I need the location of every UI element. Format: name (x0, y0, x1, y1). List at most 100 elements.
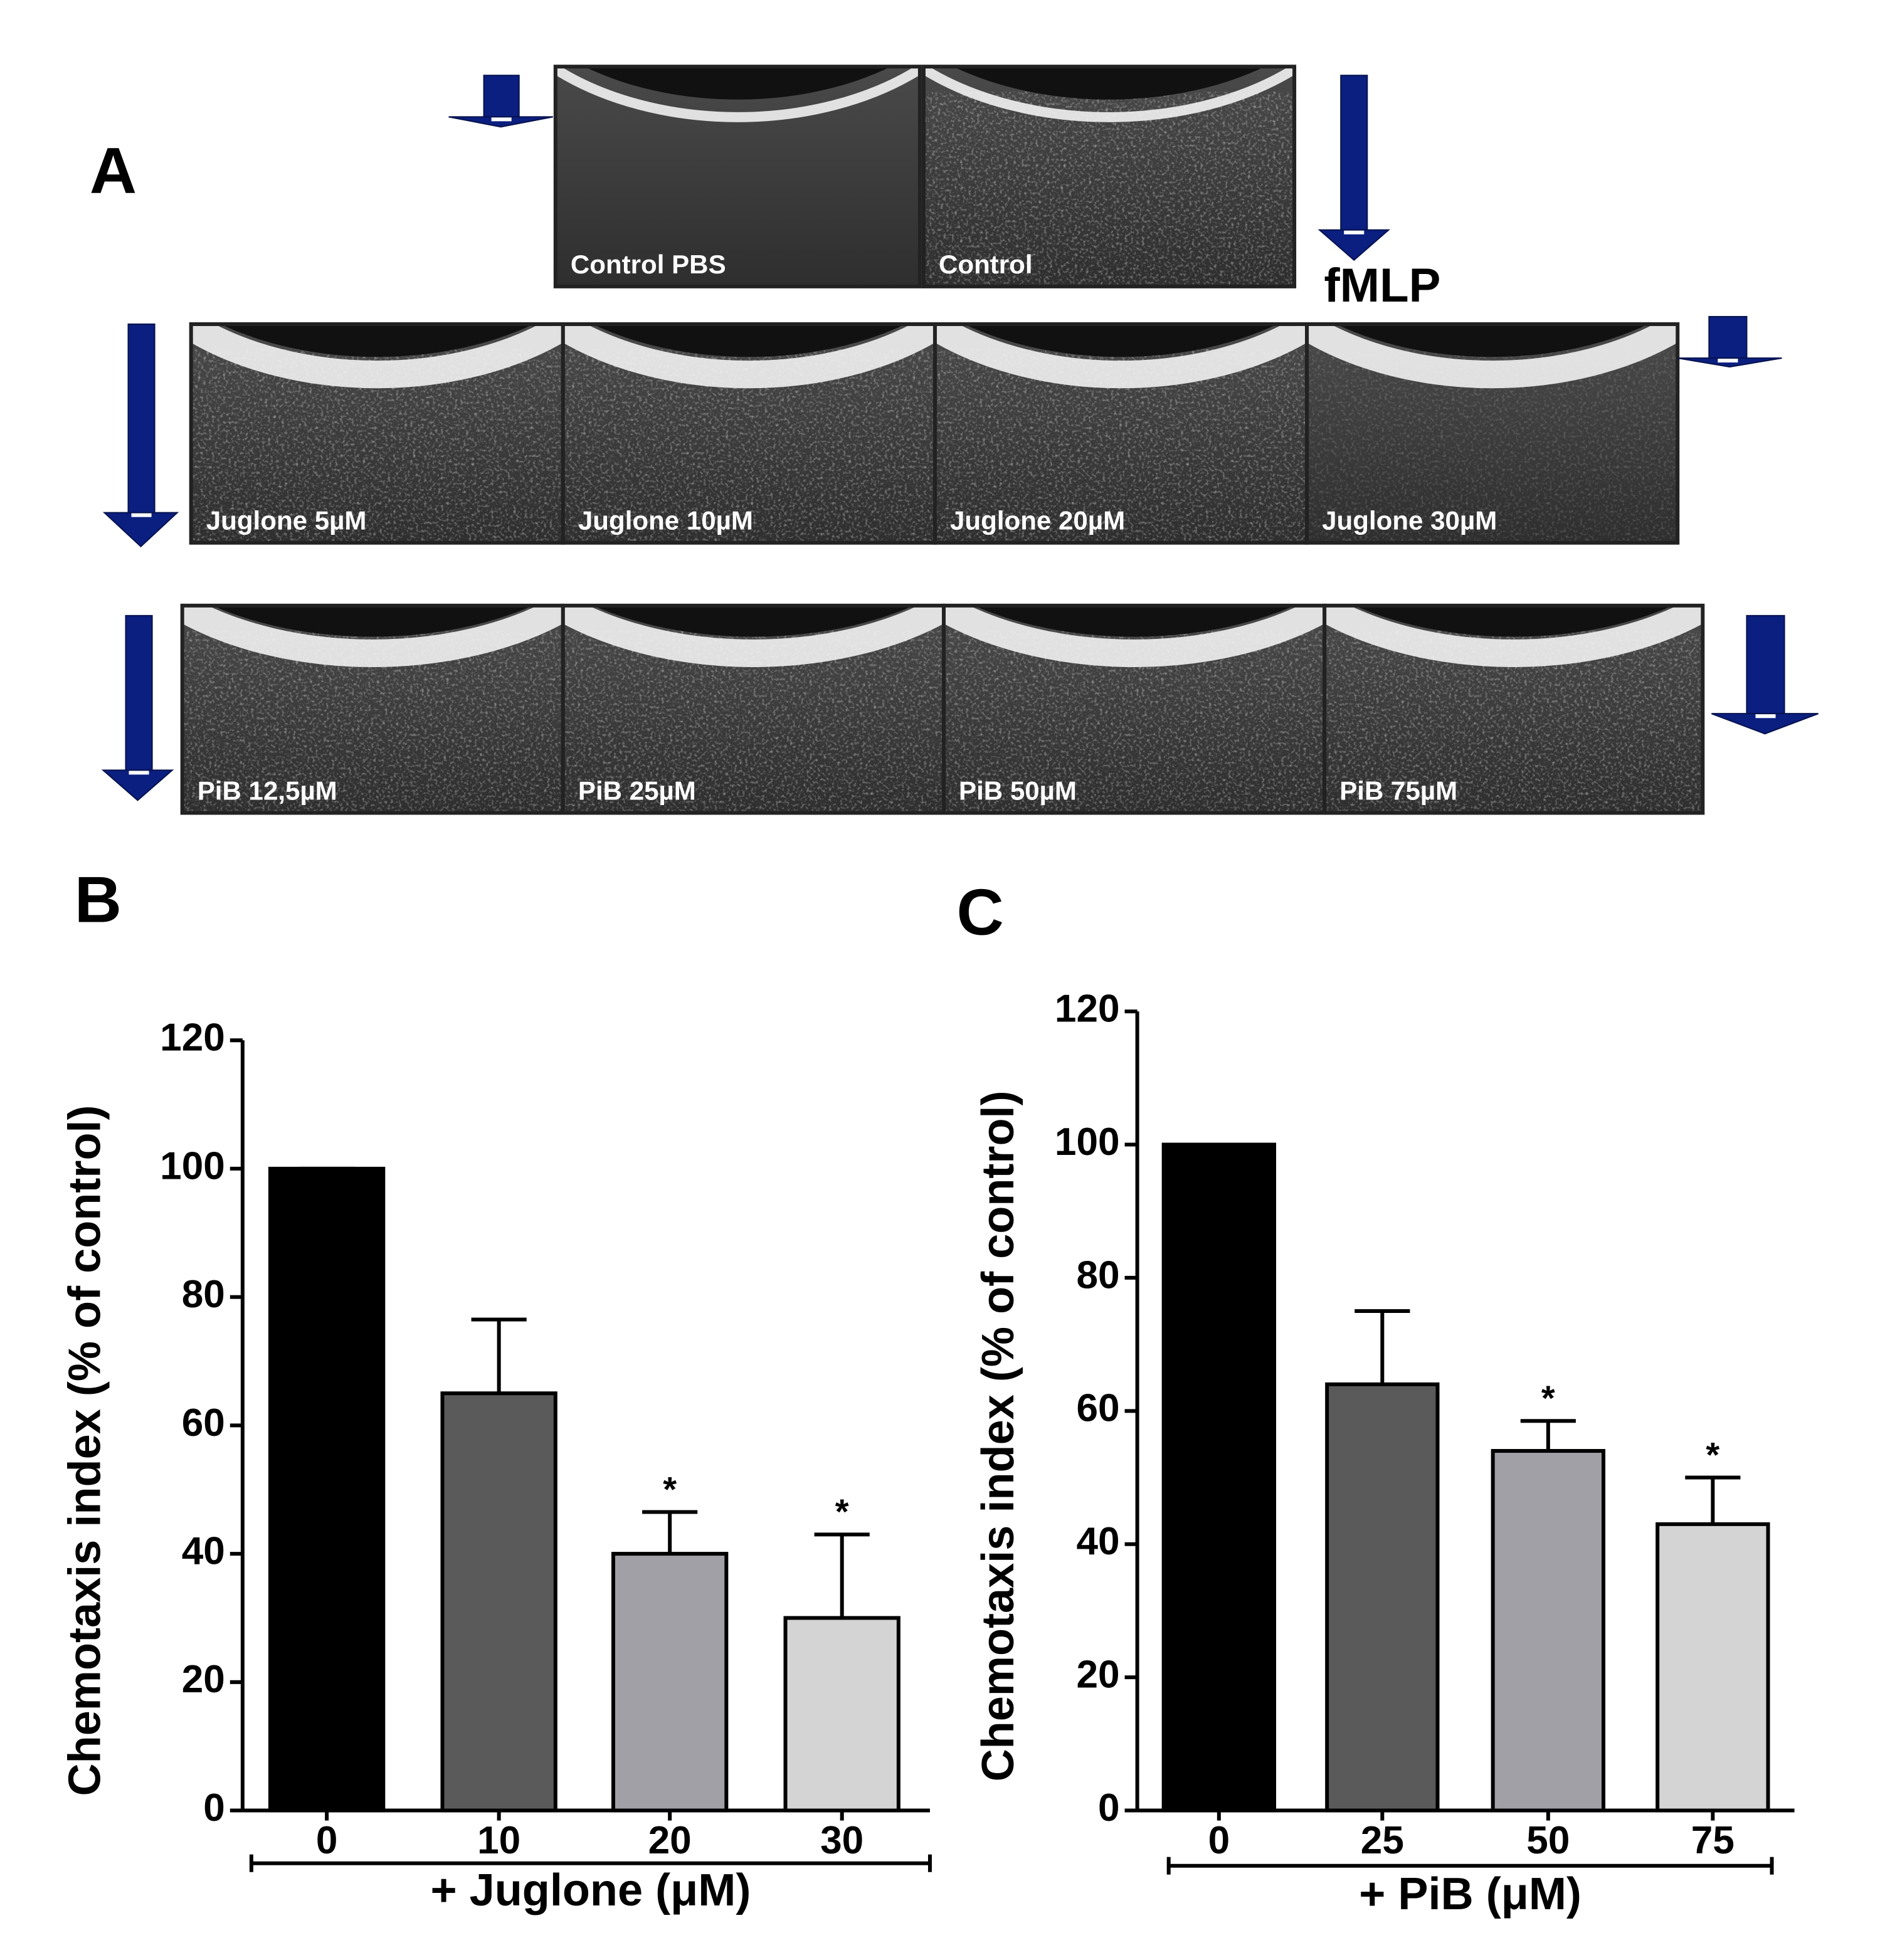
significance-mark: * (1706, 1435, 1719, 1474)
y-tick-label: 60 (1076, 1387, 1119, 1430)
arrow-head (1317, 229, 1391, 261)
micrograph (923, 66, 1295, 287)
well-edge (944, 605, 1325, 667)
y-tick-label: 100 (160, 1144, 225, 1188)
bar (611, 1552, 729, 1813)
bar (1655, 1522, 1770, 1813)
arrow-shaft (127, 323, 156, 514)
arrow-head (448, 116, 553, 128)
arrow-head (1711, 713, 1819, 735)
bar (440, 1391, 557, 1813)
well-dark (592, 324, 906, 357)
micrograph (934, 324, 1307, 543)
caption: Juglone 10µM (578, 506, 753, 535)
caption: Juglone 20µM (950, 506, 1125, 535)
x-tick-label: 0 (1208, 1819, 1230, 1862)
significance-mark: * (663, 1469, 677, 1509)
micrograph (555, 66, 920, 287)
y-tick-label: 60 (182, 1401, 225, 1445)
well-edge (934, 324, 1307, 389)
y-axis-title: Chemotaxis index (% of control) (973, 1090, 1023, 1781)
well-dark (220, 324, 534, 357)
y-axis-title: Chemotaxis index (% of control) (60, 1105, 110, 1796)
well-edge (555, 66, 920, 122)
frame (1323, 603, 1705, 815)
well-edge (191, 324, 563, 389)
y-tick-label: 80 (1076, 1253, 1119, 1297)
x-tick-label: 20 (648, 1819, 692, 1862)
caption: PiB 50µM (959, 776, 1077, 806)
frame (553, 65, 922, 288)
micrograph (1307, 324, 1678, 543)
stimulus-label: fMLP (1324, 259, 1440, 312)
y-tick-label: 120 (1055, 988, 1120, 1031)
well-dark (212, 605, 533, 637)
x-tick-label: 10 (477, 1819, 520, 1862)
cells (923, 92, 1295, 287)
caption: PiB 25µM (578, 776, 696, 806)
caption: PiB 75µM (1339, 776, 1457, 806)
well-edge (923, 66, 1295, 122)
y-tick-label: 40 (1076, 1520, 1119, 1563)
y-tick-label: 0 (1098, 1786, 1120, 1830)
micrograph (562, 605, 944, 813)
caption: Juglone 30µM (1322, 506, 1497, 535)
bar (268, 1166, 386, 1813)
y-tick-label: 20 (1076, 1653, 1119, 1697)
x-axis-title: + PiB (μM) (1359, 1869, 1581, 1919)
arrow-head (101, 769, 174, 801)
micrograph (191, 324, 563, 543)
bar (1491, 1449, 1606, 1813)
well-dark (1336, 324, 1649, 357)
arrow-shaft (1340, 75, 1368, 231)
y-tick-label: 0 (203, 1786, 225, 1830)
arrow-shaft (125, 614, 153, 771)
arrow-head (102, 512, 179, 548)
caption: Control PBS (571, 250, 726, 279)
well-edge (1324, 605, 1703, 667)
x-tick-label: 0 (316, 1819, 338, 1862)
micrograph (1324, 605, 1703, 813)
y-tick-label: 40 (182, 1529, 225, 1573)
well-edge (562, 324, 935, 389)
significance-mark: * (835, 1492, 849, 1531)
x-axis-title: + Juglone (μM) (430, 1865, 751, 1915)
arrow-shaft (483, 75, 520, 118)
bar (1325, 1382, 1440, 1813)
well-edge (182, 605, 563, 667)
x-tick-label: 25 (1361, 1819, 1404, 1862)
y-tick-label: 20 (182, 1658, 225, 1701)
well-edge (562, 605, 944, 667)
frame (1305, 322, 1680, 545)
bar (783, 1616, 900, 1813)
bar (1161, 1142, 1277, 1813)
well-dark (584, 66, 891, 100)
frame (921, 65, 1297, 288)
micrograph (562, 324, 935, 543)
well-dark (974, 605, 1294, 637)
arrow-shaft (1746, 614, 1785, 715)
x-tick-label: 50 (1526, 1819, 1570, 1862)
x-tick-label: 30 (820, 1819, 863, 1862)
y-tick-label: 80 (182, 1273, 225, 1316)
micrograph (182, 605, 563, 813)
well-dark (964, 324, 1277, 357)
caption: Control (939, 250, 1033, 279)
well-edge (1307, 324, 1678, 389)
panel-label: C (956, 876, 1003, 949)
well-dark (593, 605, 914, 637)
x-tick-label: 75 (1691, 1819, 1735, 1862)
caption: Juglone 5µM (206, 506, 367, 535)
well-dark (953, 66, 1265, 100)
panel-label: A (90, 135, 137, 208)
micrograph-bg (555, 66, 920, 287)
caption: PiB 12,5µM (198, 776, 337, 806)
panel-label: B (75, 863, 122, 936)
well-dark (1354, 605, 1673, 637)
significance-mark: * (1541, 1378, 1555, 1418)
arrow-shaft (1708, 315, 1748, 359)
micrograph (944, 605, 1325, 813)
y-tick-label: 120 (160, 1016, 225, 1060)
y-tick-label: 100 (1055, 1120, 1120, 1164)
